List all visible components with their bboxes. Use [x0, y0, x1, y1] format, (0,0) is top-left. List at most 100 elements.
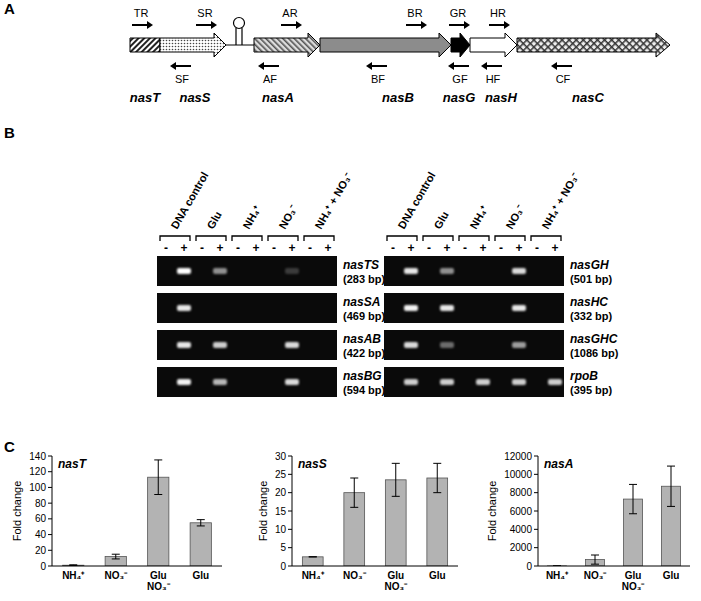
y-tick	[288, 547, 292, 548]
primer-head	[170, 62, 176, 70]
lane-sign: +	[324, 241, 331, 255]
gel-name: nasAB	[343, 332, 381, 346]
y-tick	[534, 547, 538, 548]
label-line: NO₃⁻	[622, 581, 646, 592]
gel-size: (469 bp)	[343, 310, 386, 322]
gel-image	[384, 256, 564, 286]
bar	[302, 557, 323, 566]
gel-size: (1086 bp)	[570, 347, 619, 359]
gel-name: nasBG	[343, 369, 382, 383]
y-tick	[288, 566, 292, 567]
primer-head	[551, 62, 557, 70]
label-line: Glu	[429, 570, 446, 581]
error-bar	[154, 460, 162, 495]
gel-image	[384, 293, 564, 323]
gel-name: nasGHC	[570, 332, 618, 346]
y-tick-label: 10	[275, 524, 287, 535]
y-tick-label: 0	[40, 561, 46, 572]
panel-c: C020406080100120140Fold changeNH₄⁺NO₃⁻Gl…	[4, 438, 690, 592]
lane-header: Glu	[431, 209, 451, 231]
gel-band	[512, 379, 526, 385]
gel-band	[404, 342, 418, 348]
primer-label: HR	[490, 7, 506, 19]
error-bar	[667, 466, 675, 506]
terminator-loop	[234, 18, 245, 29]
gel-name: nasSA	[343, 295, 380, 309]
y-tick	[48, 503, 52, 504]
error-bar	[112, 554, 120, 559]
y-tick-label: 20	[35, 545, 47, 556]
chart-title: nasS	[298, 457, 327, 471]
primer-label: GF	[452, 73, 468, 85]
primer-head	[421, 21, 427, 29]
gel-size: (501 bp)	[570, 273, 613, 285]
gel-size: (332 bp)	[570, 310, 613, 322]
gel-band	[177, 305, 191, 311]
lane-header: DNA control	[168, 170, 210, 231]
lane-header: NH₄⁺ + NO₃⁻	[539, 170, 581, 231]
label-line: Glu	[192, 570, 209, 581]
y-tick	[48, 550, 52, 551]
lane-sign: -	[272, 241, 276, 255]
bar-chart: 020004000600080001000012000Fold changeNH…	[486, 451, 690, 593]
panel-label: B	[4, 124, 15, 141]
chart-title: nasT	[58, 457, 88, 471]
y-axis	[52, 456, 53, 566]
panel-label: A	[4, 0, 15, 17]
x-tick-label: NH₄⁺	[62, 570, 85, 581]
gel-image	[157, 367, 337, 397]
panel-b: BDNA control-+Glu-+NH₄⁺-+NO₃⁻-+NH₄⁺ + NO…	[4, 124, 619, 397]
y-tick-label: 20	[275, 487, 287, 498]
label-line: NO₃⁻	[584, 570, 608, 581]
x-tick-label: NO₃⁻	[343, 570, 367, 581]
error-bar	[309, 556, 317, 557]
primer-label: TR	[134, 7, 149, 19]
gene-label: nasG	[443, 90, 476, 105]
primer-head	[448, 62, 454, 70]
terminator-stem	[236, 28, 242, 45]
label-line: NO₃⁻	[343, 570, 367, 581]
y-tick	[288, 511, 292, 512]
primer-label: SF	[175, 73, 189, 85]
primer-label: BF	[371, 73, 385, 85]
y-axis-label: Fold change	[11, 481, 23, 542]
x-tick-label: GluNO₃⁻	[622, 570, 646, 592]
y-tick-label: 8000	[510, 487, 533, 498]
label-line: Glu	[625, 570, 642, 581]
gel-size: (283 bp)	[343, 273, 386, 285]
primer-head	[366, 62, 372, 70]
gel-image	[157, 256, 337, 286]
y-tick-label: 40	[35, 529, 47, 540]
gene-label: nasT	[130, 90, 161, 105]
gel-band	[285, 342, 299, 348]
x-tick-label: Glu	[663, 570, 680, 581]
gene-label: nasC	[572, 90, 604, 105]
y-axis-label: Fold change	[486, 481, 498, 542]
primer-label: AF	[263, 73, 277, 85]
lane-header: NH₄⁺ + NO₃⁻	[312, 170, 354, 231]
y-tick	[288, 492, 292, 493]
label-line: NH₄⁺	[62, 570, 85, 581]
lane-sign: +	[443, 241, 450, 255]
y-tick	[534, 492, 538, 493]
error-bar	[197, 520, 205, 526]
x-tick-label: Glu	[192, 570, 209, 581]
gel-size: (395 bp)	[570, 384, 613, 396]
x-axis	[292, 566, 458, 567]
y-tick	[534, 474, 538, 475]
primer-label: SR	[197, 7, 212, 19]
lane-sign: -	[427, 241, 431, 255]
gel-name: nasGH	[570, 258, 609, 272]
gel-band	[440, 342, 454, 348]
bar-chart: 020406080100120140Fold changeNH₄⁺NO₃⁻Glu…	[11, 451, 222, 593]
primer-head	[464, 21, 470, 29]
y-tick	[534, 566, 538, 567]
error-bar	[392, 463, 400, 496]
label-line: Glu	[387, 570, 404, 581]
gel-band	[177, 342, 191, 348]
gene-label: nasA	[262, 90, 294, 105]
label-line: NH₄⁺	[302, 570, 325, 581]
lane-header: NO₃⁻	[503, 203, 526, 231]
gene-arrow	[254, 33, 320, 57]
y-tick-label: 60	[35, 513, 47, 524]
